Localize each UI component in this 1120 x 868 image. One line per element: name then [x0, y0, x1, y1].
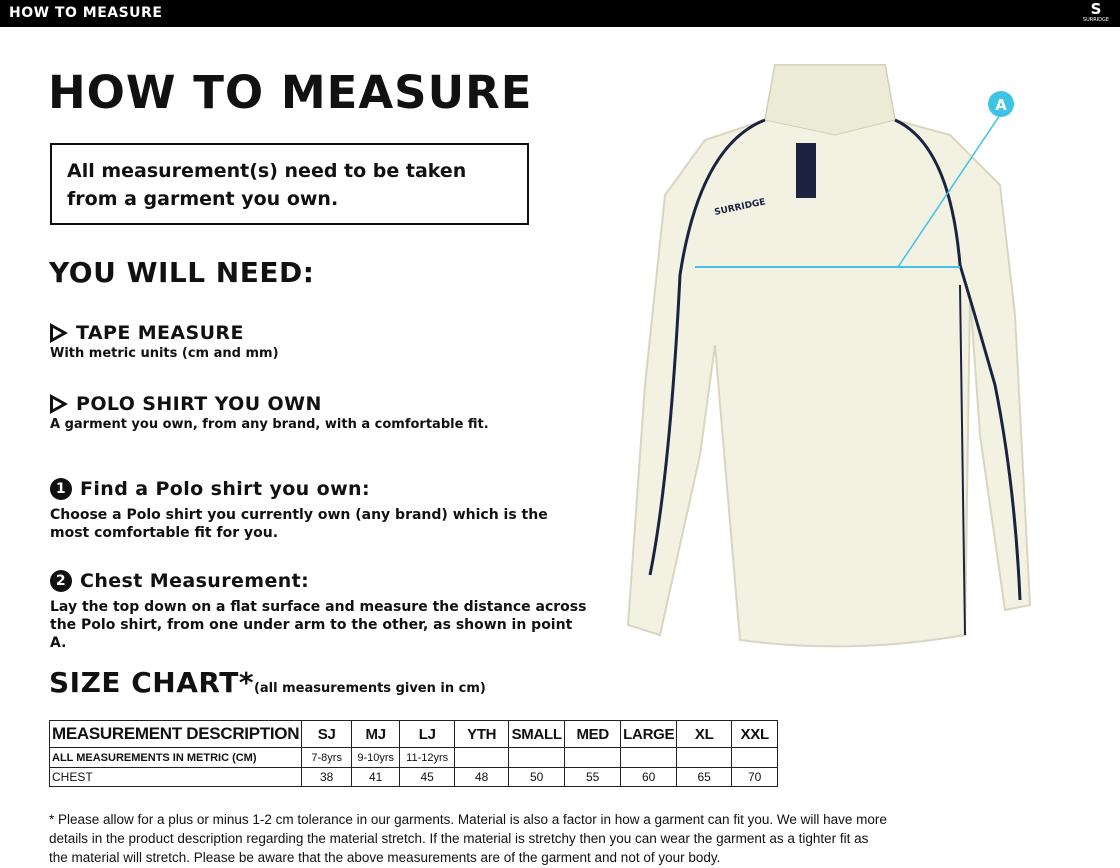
top-bar: HOW TO MEASURE S SURRIDGE [0, 0, 1120, 27]
polo-shirt-illustration: SURRIDGE A [626, 64, 1032, 648]
notice-box: All measurement(s) need to be taken from… [50, 143, 529, 225]
surridge-logo: S SURRIDGE [1082, 0, 1110, 24]
point-a-marker [988, 91, 1014, 117]
step-2: 2 Chest Measurement: Lay the top down on … [50, 570, 587, 651]
pointer-line [897, 114, 1001, 268]
step-number: 2 [50, 570, 72, 592]
header-title: HOW TO MEASURE [9, 5, 163, 21]
you-will-need-heading: YOU WILL NEED: [49, 256, 315, 289]
table-row: CHEST 38 41 45 48 50 55 60 65 70 [48, 767, 779, 787]
step-1: 1 Find a Polo shirt you own: Choose a Pol… [50, 478, 548, 541]
triangle-bullet-icon [50, 323, 68, 343]
point-a-label: A [995, 96, 1007, 114]
need-item: POLO SHIRT YOU OWN A garment you own, fr… [50, 393, 489, 432]
need-item: TAPE MEASURE With metric units (cm and m… [50, 322, 279, 361]
table-row: ALL MEASUREMENTS IN METRIC (CM) 7-8yrs 9-1… [48, 747, 779, 768]
step-number: 1 [50, 478, 72, 500]
page-title: HOW TO MEASURE [48, 66, 533, 119]
size-chart-heading: SIZE CHART*(all measurements given in cm… [49, 666, 486, 699]
triangle-bullet-icon [50, 394, 68, 414]
table-header-row: MEASUREMENT DESCRIPTION SJ MJ LJ YTH SMALL MED… [48, 720, 779, 748]
size-chart-table: MEASUREMENT DESCRIPTION SJ MJ LJ YTH SMALL MED… [48, 720, 779, 787]
footnote: * Please allow for a plus or minus 1-2 c… [49, 812, 887, 865]
